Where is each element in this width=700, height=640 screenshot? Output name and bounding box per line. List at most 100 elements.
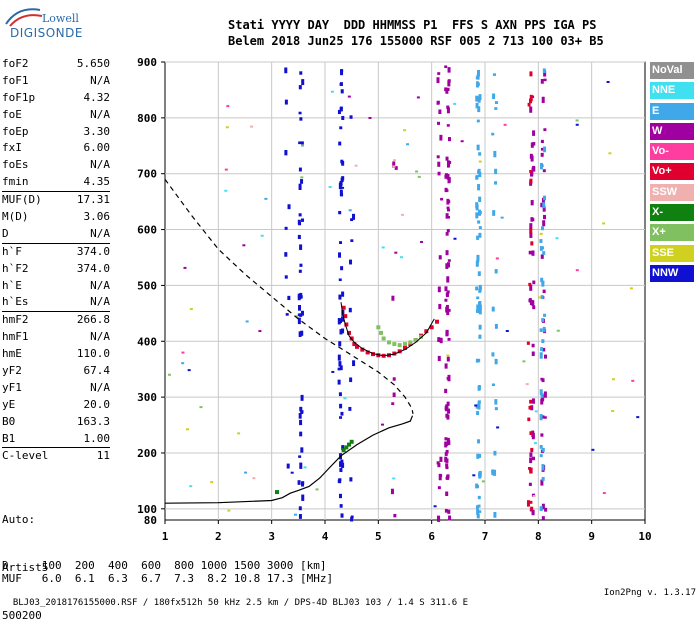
echo-mark — [541, 339, 545, 344]
echo-mark — [529, 500, 533, 504]
echo-mark — [339, 365, 343, 371]
echo-mark — [503, 123, 507, 126]
echo-mark — [224, 168, 228, 171]
param-row: hmF2 266.8 — [2, 311, 110, 329]
echo-mark — [447, 374, 451, 382]
echo-mark — [543, 313, 547, 317]
echo-mark — [189, 485, 193, 488]
param-value: 6.00 — [83, 141, 111, 155]
echo-mark — [532, 142, 536, 146]
x-tick-label: 7 — [482, 530, 489, 543]
x-tick-label: 1 — [162, 530, 169, 543]
echo-mark — [242, 244, 246, 247]
echo-mark — [543, 70, 547, 77]
echo-mark — [529, 169, 533, 174]
echo-mark — [303, 466, 307, 469]
echo-mark — [529, 232, 533, 238]
echo-mark — [348, 209, 352, 212]
echo-mark — [525, 383, 529, 386]
echo-mark — [540, 347, 544, 351]
echo-mark — [539, 232, 543, 235]
echo-mark — [284, 275, 288, 279]
echo-mark — [183, 266, 187, 269]
echo-mark — [445, 491, 449, 497]
echo-mark — [245, 320, 249, 323]
legend-item-xminus: X- — [650, 204, 694, 222]
param-value: 67.4 — [83, 364, 111, 378]
x-tick-label: 5 — [375, 530, 382, 543]
echo-mark — [475, 102, 479, 109]
echo-mark — [447, 137, 451, 142]
echo-mark — [491, 132, 495, 136]
echo-mark — [541, 197, 545, 204]
ionogram-chart: 1 2 3 4 5 6 7 8 9 10 100 200 300 400 500 600 700 800 900 80 — [137, 56, 652, 543]
echo-mark — [540, 398, 544, 405]
param-name: D — [2, 226, 9, 240]
echo-mark — [338, 141, 342, 146]
param-row: B1 1.00 — [2, 431, 110, 448]
legend-item-ssw: SSW — [650, 183, 694, 201]
echo-mark — [477, 400, 481, 404]
echo-mark — [298, 304, 302, 311]
echo-mark — [301, 79, 305, 86]
echo-mark — [300, 218, 304, 222]
echo-mark — [447, 308, 451, 312]
param-row: foE N/A — [2, 107, 110, 124]
echo-mark — [543, 214, 547, 220]
echo-mark — [392, 165, 396, 168]
echo-mark — [540, 295, 544, 300]
echo-mark — [349, 477, 353, 482]
echo-mark — [527, 102, 531, 107]
y-tick-label: 700 — [137, 168, 157, 181]
header-row-labels: Stati YYYY DAY DDD HHMMSS P1 FFS S AXN P… — [228, 18, 597, 32]
echo-mark — [447, 408, 451, 414]
echo-mark — [539, 414, 543, 421]
echo-mark — [543, 78, 547, 82]
param-value: 163.3 — [76, 414, 110, 428]
param-row: h`F 374.0 — [2, 242, 110, 261]
echo-mark — [540, 202, 544, 208]
param-row: MUF(D) 17.31 — [2, 191, 110, 209]
echo-mark — [493, 511, 497, 518]
echo-mark — [437, 286, 441, 293]
y-tick-label: 200 — [137, 447, 157, 460]
echo-mark — [227, 509, 231, 512]
echo-mark — [340, 69, 344, 76]
echo-mark — [298, 514, 302, 519]
echo-mark — [415, 170, 419, 173]
echo-mark — [285, 313, 289, 316]
param-value: N/A — [90, 158, 110, 172]
echo-mark — [417, 175, 421, 178]
echo-mark — [298, 506, 302, 511]
echo-mark — [185, 428, 189, 431]
echo-mark — [300, 141, 304, 145]
echo-mark — [477, 271, 481, 276]
echo-mark — [301, 144, 305, 147]
echo-mark — [436, 100, 440, 104]
echo-mark — [446, 262, 450, 268]
echo-mark — [477, 184, 481, 191]
echo-mark — [338, 493, 342, 499]
param-name: C-level — [2, 449, 49, 463]
echo-mark — [475, 175, 479, 179]
echo-mark — [348, 307, 352, 313]
echo-mark — [476, 304, 480, 311]
echo-mark — [300, 394, 304, 401]
param-name: yF1 — [2, 380, 22, 394]
trace-point — [371, 352, 375, 357]
trace-point — [360, 347, 365, 352]
echo-mark — [611, 378, 615, 381]
echo-mark — [368, 116, 372, 119]
echo-mark — [349, 259, 353, 265]
echo-mark — [445, 263, 449, 269]
footer-version: Ion2Png v. 1.3.17 — [603, 588, 696, 598]
echo-mark — [264, 197, 268, 200]
echo-mark — [477, 220, 481, 224]
param-name: foF1 — [2, 73, 29, 87]
echo-mark — [340, 159, 344, 164]
param-row: h`F2 374.0 — [2, 261, 110, 278]
echo-mark — [529, 399, 533, 404]
echo-mark — [541, 476, 545, 481]
trace-point — [408, 340, 413, 345]
echo-mark — [416, 96, 420, 99]
